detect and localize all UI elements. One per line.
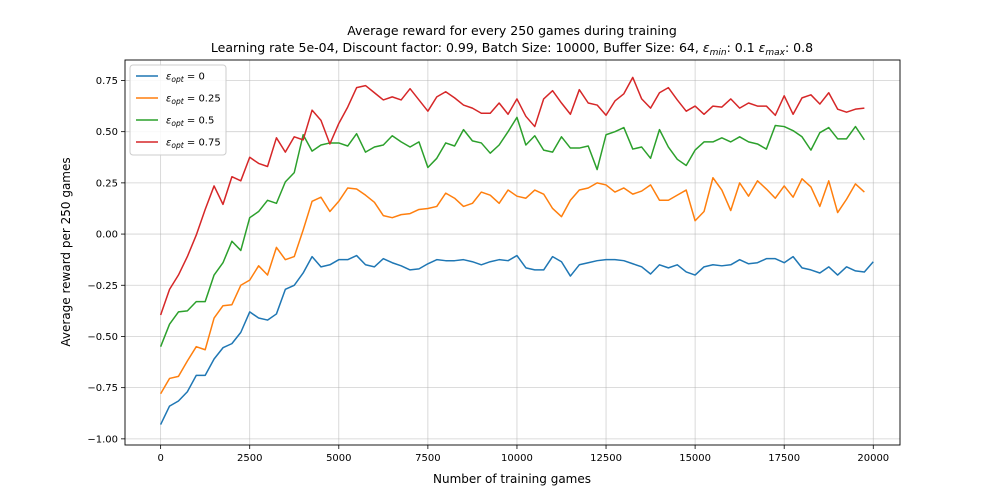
chart-subtitle: Learning rate 5e-04, Discount factor: 0.… [211,40,813,58]
y-tick-label: 0.25 [96,178,118,189]
y-axis-ticks: −1.00 −0.75 −0.50 −0.25 0.00 0.25 0.50 0.75 [87,76,125,445]
series-line-1 [159,177,865,395]
legend-item-3: εopt = 0.75 [136,138,221,151]
x-tick-label: 7500 [415,453,440,464]
y-tick-label: −0.25 [87,281,118,292]
x-axis-label: Number of training games [433,472,591,486]
chart-title: Average reward for every 250 games durin… [347,23,677,38]
grid [125,60,900,445]
legend-item-0: εopt = 0 [136,72,205,85]
x-tick-label: 12500 [590,453,622,464]
x-tick-label: 17500 [768,453,800,464]
legend-label: εopt = 0.5 [166,116,214,129]
legend-label: εopt = 0.25 [166,94,221,107]
y-tick-label: −0.75 [87,383,118,394]
legend-box [129,64,227,156]
legend-item-1: εopt = 0.25 [136,94,221,107]
series-line-2 [159,116,865,347]
y-tick-label: 0.00 [96,230,118,241]
series-line-0 [159,254,874,425]
y-tick-label: −0.50 [87,332,118,343]
x-tick-label: 10000 [501,453,533,464]
legend: εopt = 0 εopt = 0.25 εopt = 0.5 εopt = 0.75 [129,64,227,156]
y-tick-label: 0.50 [96,127,118,138]
subtitle-emax-symbol: ε [759,40,766,55]
subtitle-emin-symbol: ε [703,40,710,55]
plot-frame [124,59,901,446]
x-tick-label: 20000 [857,453,889,464]
x-tick-label: 0 [157,453,163,464]
legend-item-2: εopt = 0.5 [136,116,214,129]
subtitle-emin-value: : 0.1 [727,40,759,55]
y-tick-label: −1.00 [87,434,118,445]
subtitle-emin-sub: min [710,48,727,58]
x-axis-ticks: 0 2500 5000 7500 10000 12500 15000 17500 20000 [157,445,889,464]
legend-label: εopt = 0 [166,72,205,85]
series-line-3 [159,76,865,316]
x-tick-label: 5000 [326,453,351,464]
series-lines [159,76,874,425]
x-tick-label: 15000 [679,453,711,464]
y-axis-label: Average reward per 250 games [59,157,73,346]
y-tick-label: 0.75 [96,76,118,87]
subtitle-prefix: Learning rate 5e-04, Discount factor: 0.… [211,40,703,55]
x-tick-label: 2500 [237,453,262,464]
legend-label: εopt = 0.75 [166,138,221,151]
subtitle-emax-value: : 0.8 [785,40,813,55]
subtitle-emax-sub: max [765,48,785,58]
